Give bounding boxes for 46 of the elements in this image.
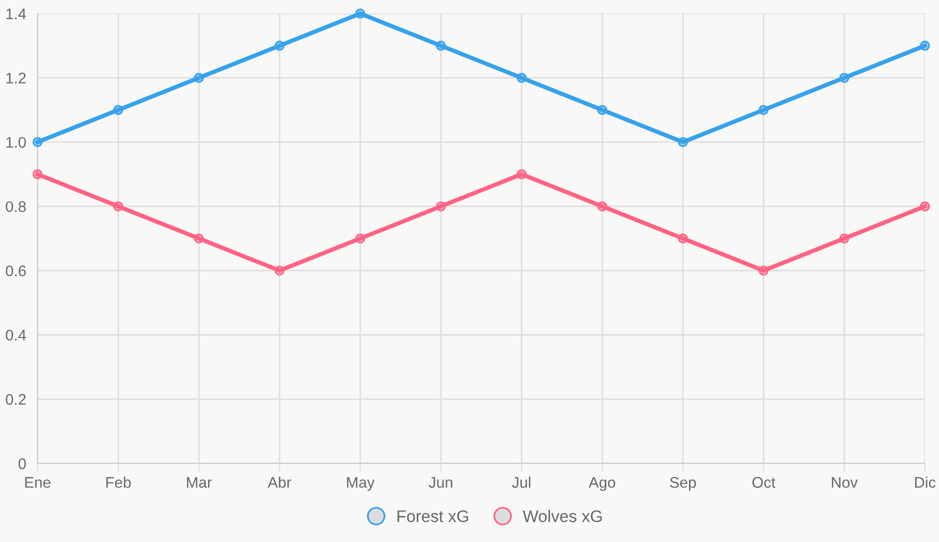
- point: [194, 233, 204, 244]
- point: [194, 72, 204, 83]
- y-tick-label: 0.6: [6, 265, 26, 276]
- point: [597, 104, 608, 115]
- point: [32, 169, 43, 180]
- point: [839, 72, 850, 83]
- legend-label: Wolves xG: [522, 510, 602, 522]
- x-tick-label: Ago: [588, 477, 616, 491]
- point: [839, 233, 850, 244]
- x-tick-label: Sep: [670, 477, 696, 491]
- point: [436, 201, 446, 212]
- x-tick-label: Abr: [268, 476, 292, 488]
- point: [920, 201, 930, 212]
- x-tick-label: Dic: [915, 476, 936, 488]
- point: [32, 137, 43, 148]
- point: [678, 233, 688, 244]
- legend-label: Forest xG: [398, 510, 468, 522]
- point: [758, 266, 769, 276]
- point: [355, 233, 366, 244]
- x-tick-label: Jun: [428, 477, 452, 488]
- point: [516, 72, 527, 83]
- y-tick-label: 1.4: [6, 8, 26, 20]
- y-tick-label: 0.2: [6, 394, 26, 405]
- point: [113, 104, 124, 115]
- x-tick-label: Nov: [832, 477, 858, 488]
- y-tick-label: 1.2: [6, 72, 26, 84]
- x-tick-label: Feb: [106, 476, 131, 488]
- point: [436, 40, 446, 51]
- point: [678, 137, 688, 148]
- y-tick-label: 1.0: [6, 136, 26, 148]
- point: [113, 201, 124, 212]
- point: [758, 104, 769, 115]
- x-tick-label: Oct: [752, 477, 776, 488]
- point: [355, 8, 366, 19]
- y-tick-label: 0: [18, 458, 26, 470]
- point: [274, 40, 285, 51]
- y-tick-label: 0.4: [6, 330, 26, 341]
- point: [597, 201, 608, 212]
- x-tick-label: Mar: [186, 477, 212, 488]
- x-tick-label: Jul: [512, 476, 530, 488]
- x-tick-label: Ene: [25, 477, 50, 488]
- point: [920, 40, 930, 51]
- point: [274, 266, 285, 276]
- point: [516, 169, 527, 180]
- x-tick-label: May: [347, 477, 375, 491]
- y-tick-label: 0.8: [6, 201, 26, 212]
